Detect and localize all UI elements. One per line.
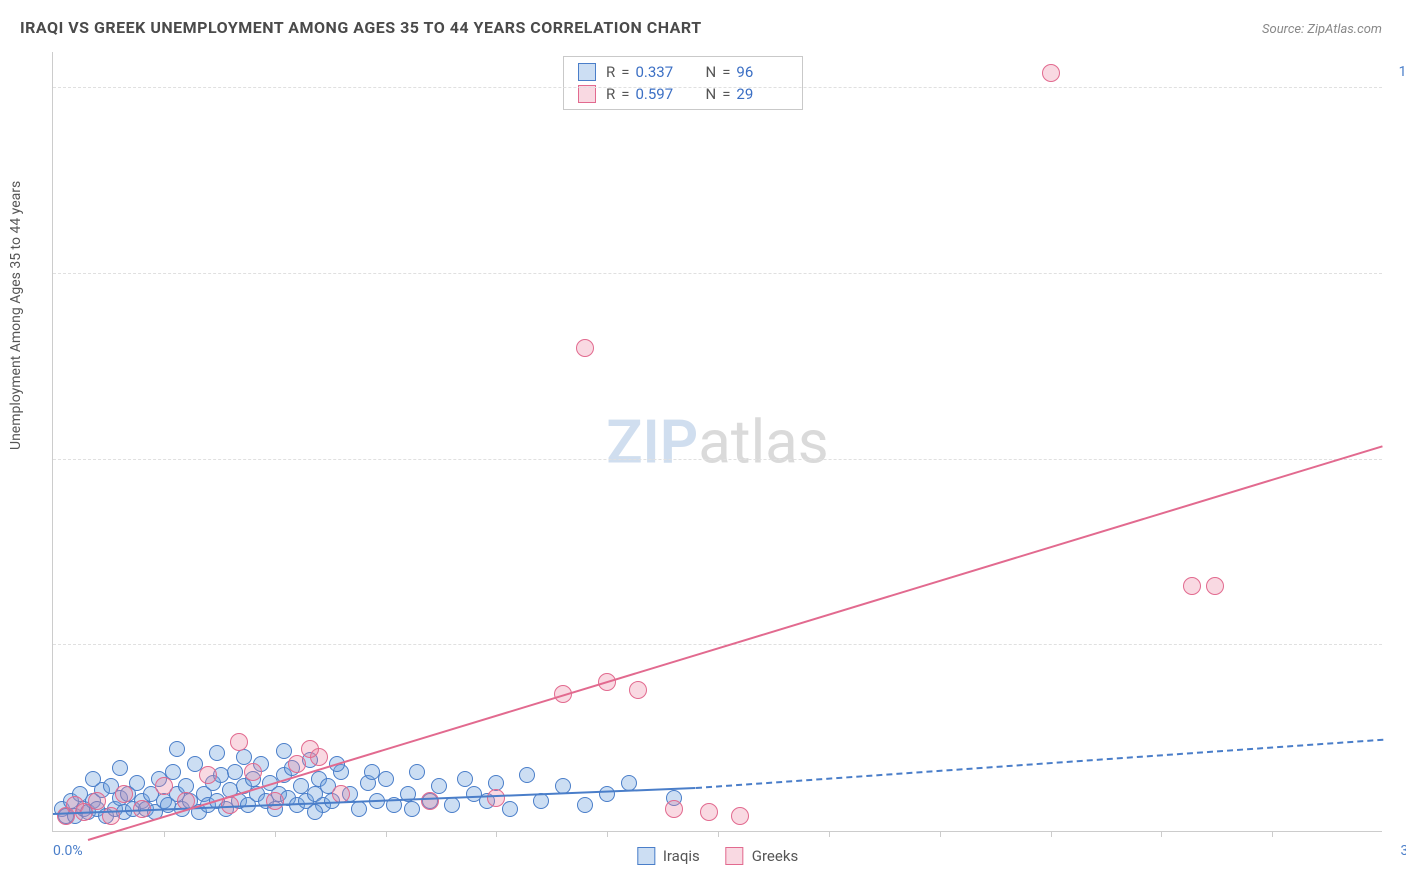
- stat-eq: =: [621, 63, 629, 81]
- stat-r-value-iraqis: 0.337: [635, 63, 687, 81]
- y-axis-label: Unemployment Among Ages 35 to 44 years: [8, 181, 24, 450]
- swatch-blue: [578, 63, 596, 81]
- scatter-point: [227, 764, 243, 780]
- gridline: [53, 87, 1382, 88]
- scatter-point: [244, 763, 262, 781]
- legend-item-greeks: Greeks: [726, 847, 798, 865]
- scatter-point: [421, 792, 439, 810]
- x-axis-max-label: 30.0%: [1400, 843, 1406, 859]
- scatter-point: [351, 801, 367, 817]
- gridline: [53, 273, 1382, 274]
- scatter-point: [577, 797, 593, 813]
- legend-item-iraqis: Iraqis: [637, 847, 700, 865]
- scatter-point: [276, 743, 292, 759]
- scatter-point: [599, 786, 615, 802]
- stat-n-label: N: [705, 63, 716, 81]
- scatter-point: [230, 733, 248, 751]
- stat-r-label: R: [606, 63, 615, 81]
- stats-row-iraqis: R = 0.337 N = 96: [564, 61, 802, 83]
- chart-title: IRAQI VS GREEK UNEMPLOYMENT AMONG AGES 3…: [20, 18, 702, 37]
- scatter-point: [1206, 577, 1224, 595]
- legend-swatch-blue: [637, 847, 655, 865]
- scatter-point: [1042, 64, 1060, 82]
- chart-container: IRAQI VS GREEK UNEMPLOYMENT AMONG AGES 3…: [0, 0, 1406, 892]
- legend-label-greeks: Greeks: [752, 847, 798, 865]
- x-tick: [275, 831, 276, 837]
- bottom-legend: Iraqis Greeks: [637, 847, 798, 865]
- scatter-point: [199, 766, 217, 784]
- scatter-point: [487, 789, 505, 807]
- scatter-point: [112, 760, 128, 776]
- watermark: ZIPatlas: [606, 406, 829, 477]
- x-axis-min-label: 0.0%: [53, 843, 83, 859]
- scatter-point: [288, 755, 306, 773]
- source-attribution: Source: ZipAtlas.com: [1262, 22, 1382, 37]
- x-tick: [1272, 831, 1273, 837]
- x-tick: [496, 831, 497, 837]
- gridline: [53, 644, 1382, 645]
- scatter-point: [1183, 577, 1201, 595]
- scatter-point: [519, 767, 535, 783]
- y-tick-label: 100.0%: [1399, 64, 1406, 80]
- scatter-point: [209, 745, 225, 761]
- stats-box: R = 0.337 N = 96 R = 0.597 N = 29: [563, 56, 803, 110]
- trend-line: [696, 739, 1383, 789]
- scatter-point: [731, 807, 749, 825]
- scatter-point: [88, 792, 106, 810]
- scatter-point: [266, 792, 284, 810]
- scatter-point: [665, 800, 683, 818]
- scatter-point: [621, 775, 637, 791]
- scatter-point: [576, 339, 594, 357]
- x-tick: [940, 831, 941, 837]
- gridline: [53, 459, 1382, 460]
- scatter-point: [444, 797, 460, 813]
- x-tick: [164, 831, 165, 837]
- watermark-atlas: atlas: [698, 406, 828, 477]
- scatter-point: [115, 785, 133, 803]
- scatter-point: [155, 777, 173, 795]
- scatter-point: [629, 681, 647, 699]
- stat-eq: =: [722, 63, 730, 81]
- scatter-point: [169, 741, 185, 757]
- x-tick: [718, 831, 719, 837]
- legend-swatch-pink: [726, 847, 744, 865]
- scatter-point: [301, 740, 319, 758]
- x-tick: [1161, 831, 1162, 837]
- scatter-point: [307, 804, 323, 820]
- scatter-point: [409, 764, 425, 780]
- x-tick: [1051, 831, 1052, 837]
- scatter-point: [533, 793, 549, 809]
- watermark-zip: ZIP: [606, 406, 698, 477]
- x-tick: [607, 831, 608, 837]
- scatter-point: [457, 771, 473, 787]
- scatter-point: [404, 801, 420, 817]
- legend-label-iraqis: Iraqis: [663, 847, 700, 865]
- stat-n-value-iraqis: 96: [736, 63, 788, 81]
- scatter-point: [364, 764, 380, 780]
- scatter-point: [700, 803, 718, 821]
- x-tick: [386, 831, 387, 837]
- scatter-point: [502, 801, 518, 817]
- plot-area: ZIPatlas R = 0.337 N = 96 R = 0.597 N = …: [52, 52, 1382, 832]
- scatter-point: [85, 771, 101, 787]
- x-tick: [829, 831, 830, 837]
